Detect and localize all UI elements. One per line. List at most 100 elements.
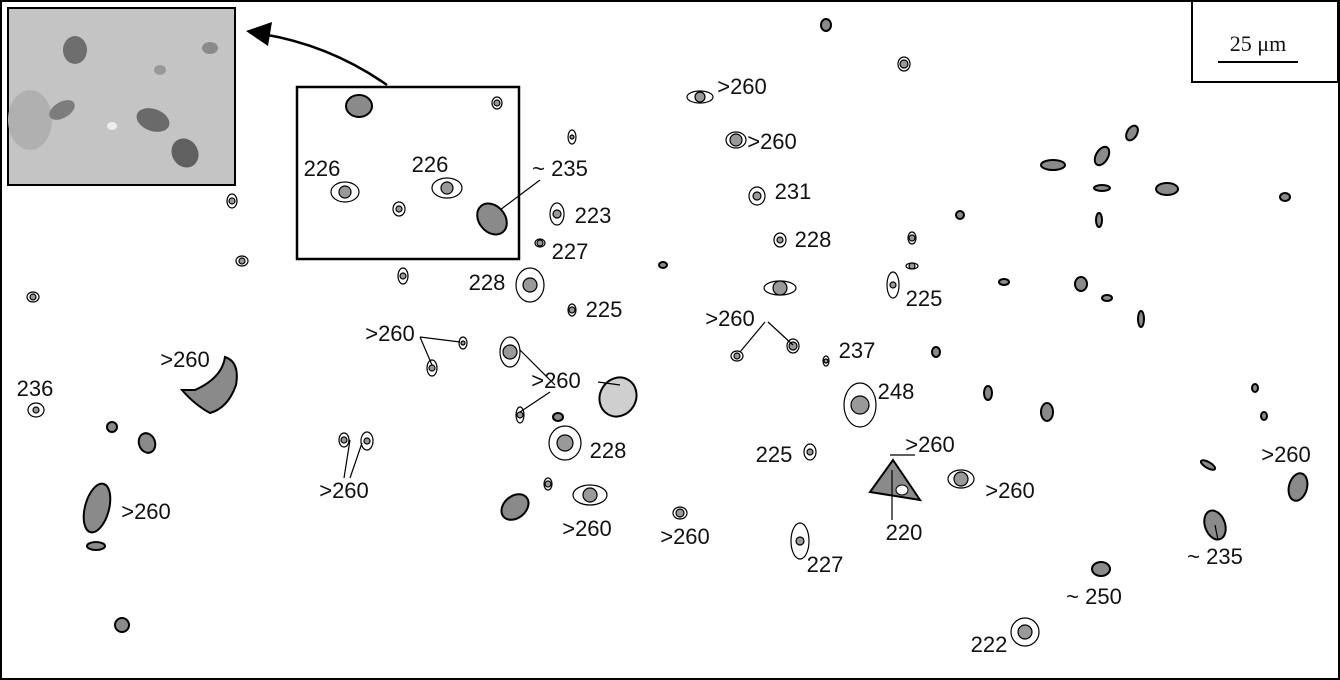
inclusion [821,19,831,31]
homogenization-label: 225 [906,286,943,311]
homogenization-label: 220 [886,520,923,545]
vapour-bubble [909,263,915,269]
inclusion [984,386,992,400]
homogenization-label: 228 [469,270,506,295]
vapour-bubble [400,273,406,279]
vapour-bubble [494,100,500,106]
scale-box: 25 μm [1192,1,1338,82]
inclusion [1092,562,1110,576]
inclusion [956,211,964,219]
homogenization-label: >260 [747,129,797,154]
inclusion [553,413,563,421]
inclusion-map: 25 μm >260 >260 226 226 ~ 235 231 223 227 228 228… [0,0,1340,680]
homogenization-label: 231 [775,179,812,204]
homogenization-label: 248 [878,379,915,404]
vapour-bubble [557,435,573,451]
homogenization-label: 225 [586,297,623,322]
vapour-bubble [824,359,828,363]
inclusion [932,347,940,357]
inclusion [1075,277,1087,291]
inclusion [115,618,129,632]
vapour-bubble [796,537,804,545]
vapour-bubble [503,345,517,359]
homogenization-label: 226 [412,152,449,177]
inclusion [659,262,667,268]
vapour-bubble [339,186,351,198]
inclusion [107,422,117,432]
vapour-bubble [900,60,908,68]
homogenization-label: >260 [705,306,755,331]
homogenization-label: >260 [319,478,369,503]
vapour-bubble [545,481,551,487]
vapour-bubble [553,210,561,218]
homogenization-label: >260 [531,368,581,393]
vapour-bubble [396,206,402,212]
vapour-bubble [523,278,537,292]
homogenization-label: 236 [17,376,54,401]
homogenization-label: 228 [795,227,832,252]
vapour-bubble [1018,625,1032,639]
inclusion [1041,403,1053,421]
vapour-bubble [229,198,235,204]
vapour-bubble [773,281,787,295]
scale-label: 25 μm [1230,31,1286,56]
vapour-bubble [890,282,896,288]
homogenization-label: 225 [756,442,793,467]
homogenization-label: 228 [590,438,627,463]
inclusion [1280,193,1290,201]
homogenization-label: >260 [717,74,767,99]
inclusion [1138,311,1144,327]
homogenization-label: >260 [905,432,955,457]
bubble [896,485,908,495]
vapour-bubble [730,134,742,146]
homogenization-label: >260 [660,524,710,549]
vapour-bubble [33,407,39,413]
homogenization-label: 223 [575,203,612,228]
vapour-bubble [364,438,370,444]
inset-photo [8,8,235,185]
vapour-bubble [30,294,36,300]
inclusion [1096,213,1102,227]
vapour-bubble [851,396,869,414]
vapour-bubble [753,192,761,200]
vapour-bubble [517,412,523,418]
homogenization-label: ~ 235 [532,156,588,181]
inclusion [1094,185,1110,191]
vapour-bubble [583,488,597,502]
homogenization-label: ~ 235 [1187,544,1243,569]
inclusion [1261,412,1267,420]
inclusion [87,542,105,550]
homogenization-label: 226 [304,156,341,181]
vapour-bubble [777,237,783,243]
homogenization-label: 227 [807,552,844,577]
inclusion [999,279,1009,285]
inclusion [1156,183,1178,195]
inclusion [346,95,372,117]
homogenization-label: ~ 250 [1066,584,1122,609]
inclusion [1041,160,1065,170]
homogenization-label: 227 [552,239,589,264]
vapour-bubble [537,240,543,246]
vapour-bubble [807,449,813,455]
vapour-bubble [461,341,465,345]
vapour-bubble [569,307,575,313]
vapour-bubble [695,92,705,102]
vapour-bubble [954,472,968,486]
homogenization-label: >260 [985,478,1035,503]
vapour-bubble [734,353,740,359]
vapour-bubble [570,135,574,139]
homogenization-label: 237 [839,338,876,363]
homogenization-label: >260 [1261,442,1311,467]
vapour-bubble [909,235,915,241]
vapour-bubble [676,509,684,517]
homogenization-label: >260 [562,516,612,541]
vapour-bubble [341,437,347,443]
vapour-bubble [239,258,245,264]
vapour-bubble [429,365,435,371]
homogenization-label: 222 [971,632,1008,657]
homogenization-label: >260 [365,321,415,346]
inclusion [1102,295,1112,301]
homogenization-label: >260 [121,499,171,524]
vapour-bubble [441,182,453,194]
homogenization-label: >260 [160,347,210,372]
